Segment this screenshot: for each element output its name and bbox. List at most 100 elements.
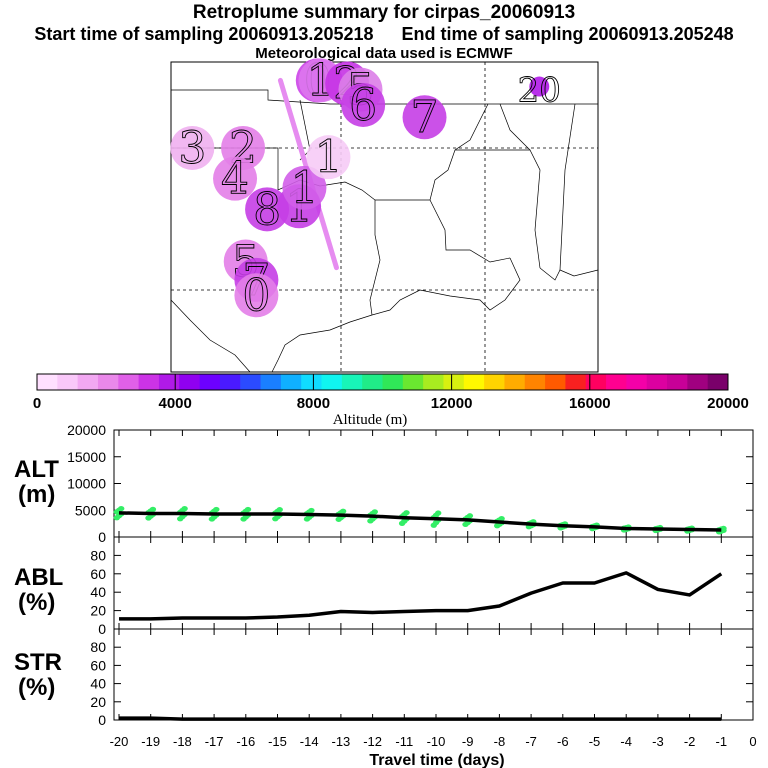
colorbar-cell: [606, 374, 627, 390]
altitude-particle: [498, 516, 505, 522]
y-tick-label: 0: [98, 712, 106, 728]
plume-point: 1: [282, 162, 327, 214]
colorbar-cell: [37, 374, 58, 390]
colorbar-cell: [118, 374, 140, 390]
colorbar-cell: [301, 374, 323, 390]
altitude-particle: [720, 525, 727, 531]
colorbar-cell: [402, 374, 424, 390]
plume-point: 20: [517, 70, 561, 111]
sampling-times: Start time of sampling 20060913.205218 En…: [0, 24, 768, 45]
plume-point: 3: [170, 122, 215, 174]
plume-point-label: 3: [178, 123, 206, 174]
x-tick-label: 0: [749, 734, 756, 749]
x-tick-label: -3: [652, 734, 664, 749]
x-tick-label: -10: [427, 734, 446, 749]
x-axis-label: Travel time (days): [369, 752, 504, 768]
x-tick-label: -16: [236, 734, 255, 749]
sampling-start: Start time of sampling 20060913.205218: [34, 24, 374, 44]
plume-point-marker: [402, 95, 447, 140]
plume-point-label: 7: [411, 92, 439, 143]
colorbar-cell: [158, 374, 180, 390]
y-tick-label: 20: [90, 694, 106, 710]
plume-point-label: 6: [349, 80, 377, 131]
colorbar-cell: [362, 374, 383, 390]
plume-point-marker: [213, 156, 258, 201]
altitude-particle: [403, 510, 410, 516]
colorbar-cell: [382, 374, 404, 390]
altitude-particle: [181, 506, 188, 512]
y-tick-label: 80: [90, 547, 106, 563]
colorbar-cell: [280, 374, 302, 390]
plume-point: 8: [245, 184, 290, 236]
plume-point-label: 20: [518, 71, 561, 111]
alt-unit: (m): [18, 481, 55, 508]
colorbar-cell: [179, 374, 201, 390]
colorbar-cell: [626, 374, 648, 390]
plume-point-marker: [341, 82, 386, 127]
x-tick-label: -15: [268, 734, 287, 749]
map-frame: [170, 61, 599, 373]
altitude-particle: [244, 506, 252, 513]
colorbar-cell: [260, 374, 282, 390]
colorbar-tick-label: 16000: [569, 395, 611, 412]
altitude-particle: [339, 508, 347, 514]
y-tick-label: 40: [90, 584, 106, 600]
colorbar-cell: [687, 374, 709, 390]
plume-point: 1: [306, 132, 351, 184]
colorbar-cell: [219, 374, 241, 390]
y-tick-label: 10000: [67, 476, 106, 492]
str-label: STR: [14, 649, 62, 676]
y-tick-label: 60: [90, 657, 106, 673]
x-tick-label: -7: [525, 734, 537, 749]
colorbar-cell: [545, 374, 566, 390]
plume-point-marker: [245, 187, 290, 232]
alt-series-line: [118, 511, 722, 532]
altitude-particle: [435, 510, 442, 516]
plume-point-label: 0: [242, 270, 270, 321]
altitude-particle: [466, 513, 474, 519]
abl-yticks: 80 60 40 20 0: [90, 547, 753, 637]
x-tick-label: -9: [462, 734, 474, 749]
y-tick-label: 60: [90, 566, 106, 582]
plume-point-label: 4: [221, 154, 249, 205]
colorbar-cell: [504, 374, 526, 390]
colorbar-tick-label: 4000: [159, 395, 192, 412]
abl-panel: ABL (%) 80 60 40 20 0: [14, 536, 754, 637]
alt-yticks: 20000 15000 10000 5000 0: [67, 422, 753, 545]
colorbar-cell: [443, 374, 465, 390]
colorbar-cell: [138, 374, 160, 390]
plume-point-marker: [529, 76, 550, 97]
altitude-particle: [118, 505, 125, 512]
x-tick-label: -4: [620, 734, 632, 749]
chart-title: Retroplume summary for cirpas_20060913: [192, 2, 576, 23]
y-tick-label: 5000: [75, 502, 106, 518]
abl-unit: (%): [18, 589, 55, 616]
y-tick-label: 80: [90, 639, 106, 655]
y-tick-label: 0: [98, 529, 106, 545]
str-yticks: 80 60 40 20 0: [90, 639, 753, 728]
abl-series-line: [119, 571, 723, 621]
altitude-particle: [213, 506, 220, 513]
plume-point: 6: [341, 80, 386, 131]
x-tick-label: -11: [395, 734, 413, 749]
colorbar-tick-label: 0: [33, 395, 41, 412]
colorbar-ticks: 0 4000 8000 12000 16000 20000: [33, 374, 749, 412]
x-tick-label: -14: [300, 734, 319, 749]
plume-point-marker: [234, 273, 279, 318]
plume-point: 4: [213, 153, 258, 205]
sampling-end: End time of sampling 20060913.205248: [401, 24, 734, 44]
y-tick-label: 20000: [67, 422, 106, 438]
colorbar-cell: [77, 374, 99, 390]
str-xticks: [118, 629, 754, 720]
met-note: Meteorological data used is ECMWF: [255, 45, 513, 62]
plume-point: 0: [234, 270, 279, 322]
colorbar-cell: [463, 374, 485, 390]
colorbar-cell: [484, 374, 505, 390]
colorbar-tick-label: 20000: [707, 395, 749, 412]
abl-label: ABL: [14, 564, 63, 591]
x-tick-label: -17: [205, 734, 224, 749]
alt-panel: ALT (m) 20000 15000 10000 5000 0: [14, 422, 754, 545]
plume-point-marker: [170, 125, 215, 170]
plume-point: 7: [402, 92, 447, 144]
map: 012324811156720570: [170, 55, 599, 373]
